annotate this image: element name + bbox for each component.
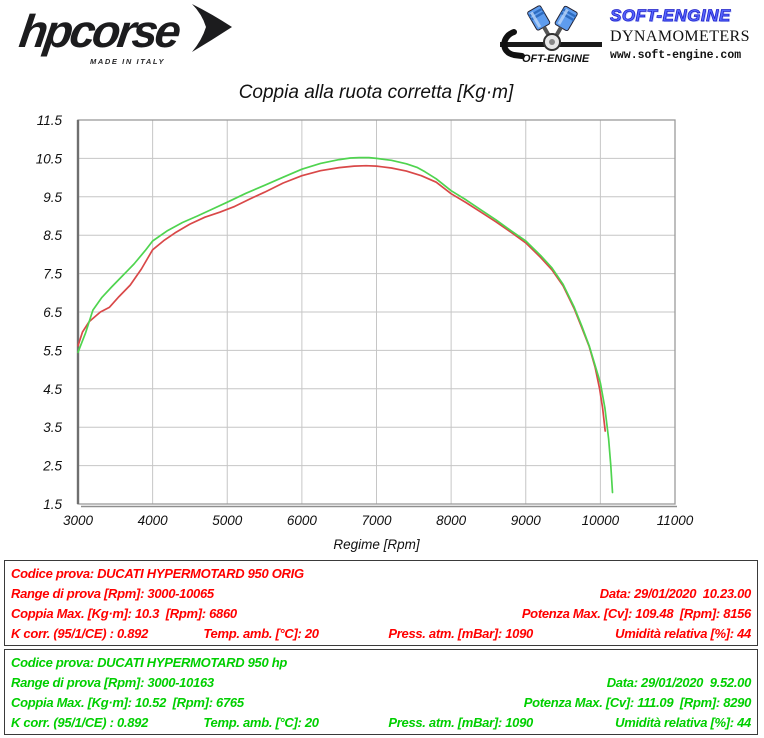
y-tick-label: 5.5: [43, 343, 62, 358]
coppia-max-value: Coppia Max. [Kg·m]: 10.3 [Rpm]: 6860: [11, 606, 237, 621]
pistons-icon: OFT-ENGINE: [500, 5, 602, 65]
kcorr-value: K corr. (95/1/CE) : 0.892: [11, 626, 149, 641]
result-row: Coppia Max. [Kg·m]: 10.52 [Rpm]: 6765 Po…: [11, 693, 751, 713]
hpcorse-logo: hpcorse MADE IN ITALY: [12, 2, 262, 74]
softengine-logo: OFT-ENGINE SOFT-ENGINE DYNAMOMETERS www.…: [498, 2, 760, 74]
softengine-brand: SOFT-ENGINE: [610, 6, 731, 26]
range-prova-value: Range di prova [Rpm]: 3000-10163: [11, 675, 214, 690]
made-in-italy-label: MADE IN ITALY: [90, 57, 166, 66]
torque-curve-orig: [77, 164, 607, 432]
hpcorse-arrow-icon: [192, 4, 232, 52]
y-tick-label: 11.5: [37, 113, 63, 128]
temp-amb-value: Temp. amb. [°C]: 20: [203, 626, 319, 641]
press-atm-value: Press. atm. [mBar]: 1090: [388, 626, 533, 641]
codice-prova-value: Codice prova: DUCATI HYPERMOTARD 950 ORI…: [11, 566, 304, 581]
y-tick-label: 9.5: [43, 190, 62, 205]
temp-amb-value: Temp. amb. [°C]: 20: [203, 715, 319, 730]
range-prova-value: Range di prova [Rpm]: 3000-10065: [11, 586, 214, 601]
codice-prova-value: Codice prova: DUCATI HYPERMOTARD 950 hp: [11, 655, 288, 670]
x-tick-label: 4000: [138, 513, 169, 528]
result-row: K corr. (95/1/CE) : 0.892 Temp. amb. [°C…: [11, 713, 751, 733]
chart-area: 1.5 2.5 3.5 4.5 5.5 6.5 7.5 8.5 9.5 10.5 11.5 3000 4…: [0, 108, 764, 568]
x-tick-label: 10000: [582, 513, 620, 528]
torque-chart: 1.5 2.5 3.5 4.5 5.5 6.5 7.5 8.5 9.5 10.5 11.5 3000 4…: [36, 113, 694, 552]
result-row: K corr. (95/1/CE) : 0.892 Temp. amb. [°C…: [11, 624, 751, 644]
press-atm-value: Press. atm. [mBar]: 1090: [388, 715, 533, 730]
data-value: Data: 29/01/2020 10.23.00: [599, 586, 752, 601]
umidita-value: Umidità relativa [%]: 44: [615, 715, 751, 730]
potenza-max-value: Potenza Max. [Cv]: 111.09 [Rpm]: 8290: [523, 695, 752, 710]
result-row: Coppia Max. [Kg·m]: 10.3 [Rpm]: 6860 Pot…: [11, 604, 751, 624]
result-box-hp: Codice prova: DUCATI HYPERMOTARD 950 hp …: [4, 649, 758, 735]
x-tick-label: 8000: [436, 513, 467, 528]
result-box-orig: Codice prova: DUCATI HYPERMOTARD 950 ORI…: [4, 560, 758, 646]
data-value: Data: 29/01/2020 9.52.00: [606, 675, 752, 690]
x-tick-label: 5000: [212, 513, 243, 528]
hpcorse-wordmark: hpcorse: [16, 5, 182, 57]
y-tick-label: 2.5: [42, 459, 62, 474]
result-row: Range di prova [Rpm]: 3000-10065 Data: 2…: [11, 584, 751, 604]
umidita-value: Umidità relativa [%]: 44: [615, 626, 751, 641]
result-row: Range di prova [Rpm]: 3000-10163 Data: 2…: [11, 673, 751, 693]
y-tick-label: 6.5: [43, 305, 62, 320]
softengine-text-block: SOFT-ENGINE DYNAMOMETERS www.soft-engine…: [610, 6, 760, 62]
result-row: Codice prova: DUCATI HYPERMOTARD 950 ORI…: [11, 564, 751, 584]
kcorr-value: K corr. (95/1/CE) : 0.892: [11, 715, 149, 730]
x-axis-title: Regime [Rpm]: [333, 537, 421, 552]
x-tick-label: 3000: [63, 513, 94, 528]
softengine-subtitle: DYNAMOMETERS: [610, 28, 750, 45]
chart-title: Coppia alla ruota corretta [Kg·m]: [238, 82, 514, 103]
y-tick-label: 4.5: [43, 382, 62, 397]
y-tick-label: 10.5: [36, 151, 63, 166]
potenza-max-value: Potenza Max. [Cv]: 109.48 [Rpm]: 8156: [521, 606, 751, 621]
y-tick-label: 8.5: [43, 228, 62, 243]
softengine-s-label: OFT-ENGINE: [522, 53, 590, 65]
x-tick-label: 9000: [511, 513, 542, 528]
y-tick-label: 1.5: [43, 497, 62, 512]
y-tick-label: 3.5: [43, 420, 62, 435]
x-tick-label: 6000: [287, 513, 318, 528]
x-tick-label: 7000: [361, 513, 392, 528]
softengine-url: www.soft-engine.com: [610, 49, 742, 62]
x-tick-label: 11000: [657, 513, 694, 528]
coppia-max-value: Coppia Max. [Kg·m]: 10.52 [Rpm]: 6765: [11, 695, 244, 710]
result-row: Codice prova: DUCATI HYPERMOTARD 950 hp: [11, 653, 751, 673]
y-tick-label: 7.5: [43, 267, 62, 282]
torque-curve-hp: [77, 156, 614, 494]
